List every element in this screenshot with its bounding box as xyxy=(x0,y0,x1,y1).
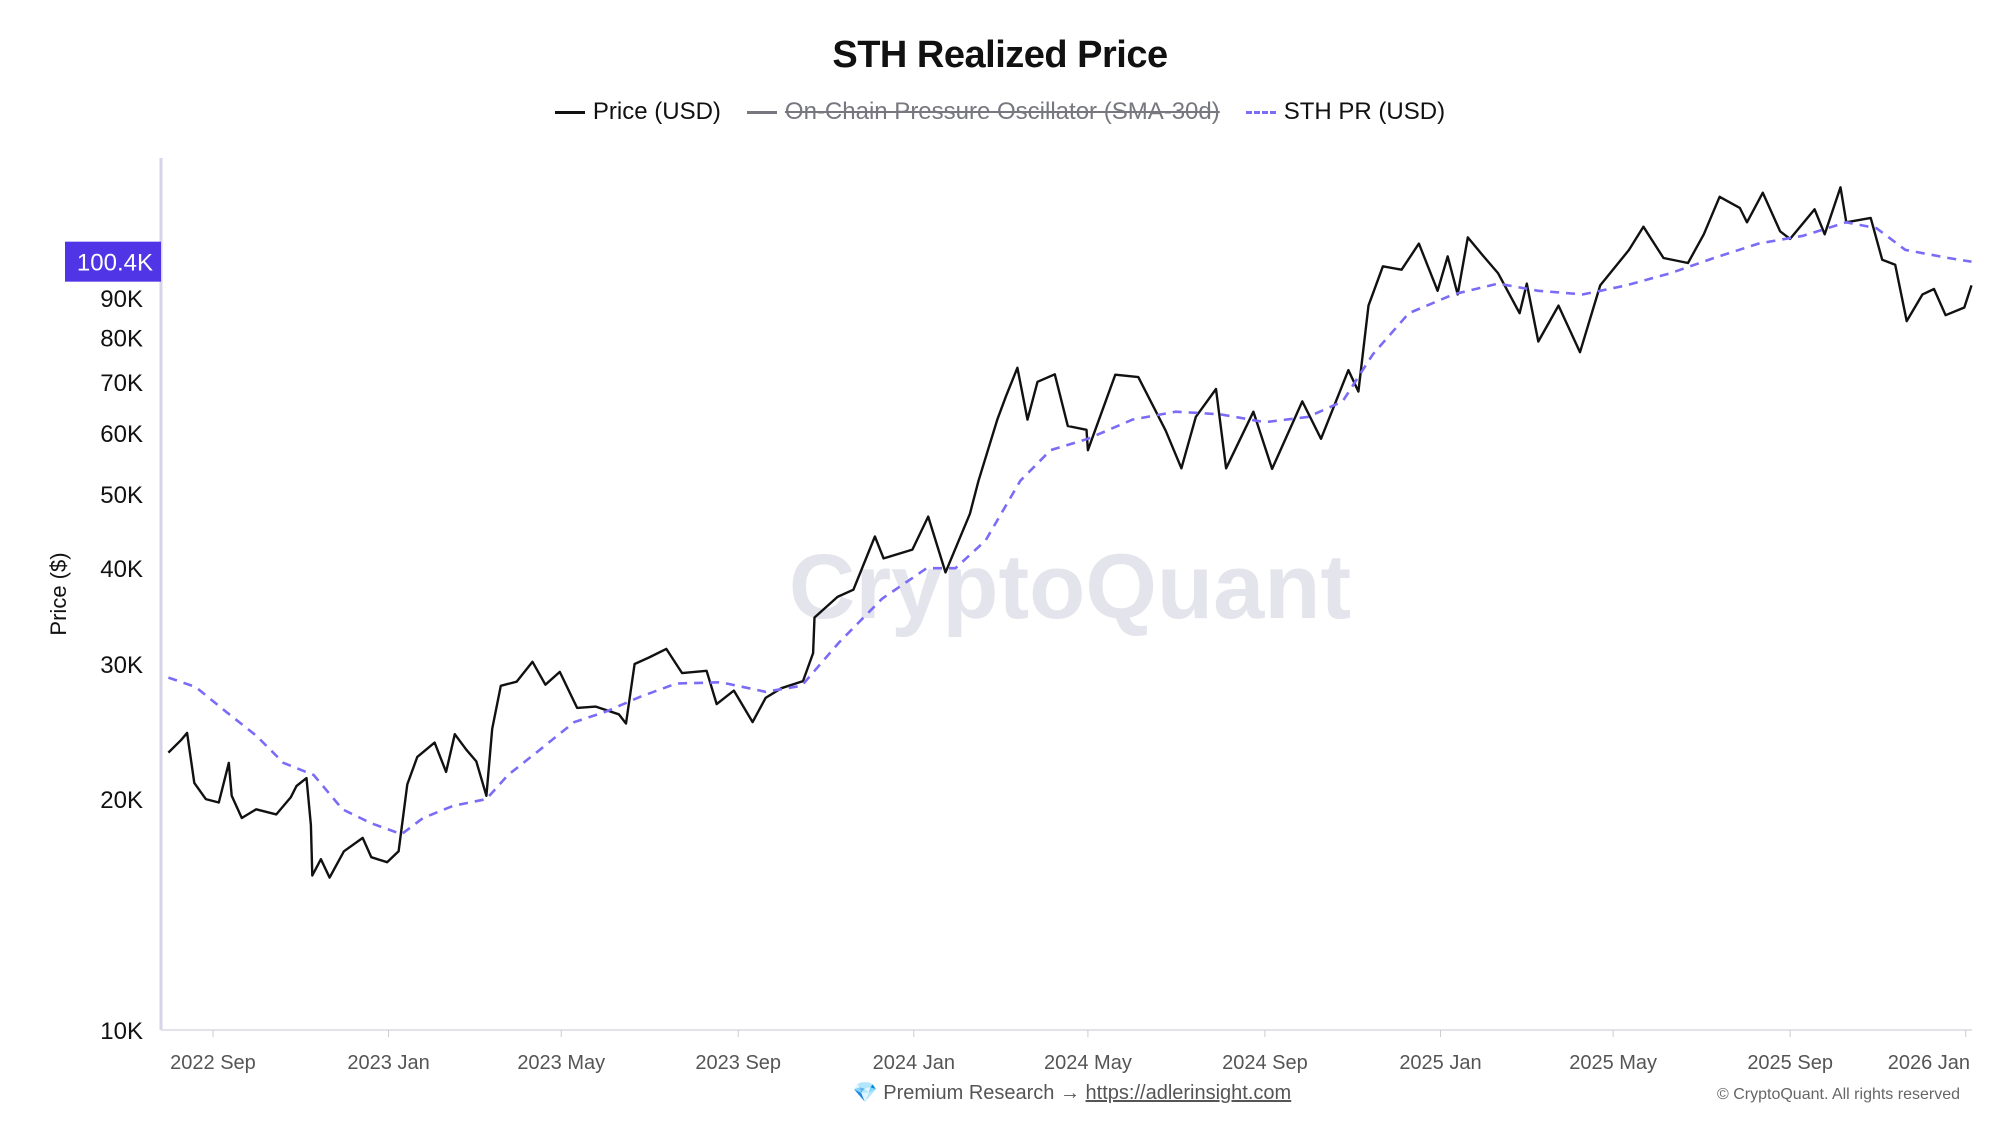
y-tick-label: 30K xyxy=(100,652,143,679)
highlight-label: 100.4K xyxy=(65,241,161,282)
legend-label-sth-pr: STH PR (USD) xyxy=(1283,98,1446,125)
x-tick-label: 2025 Sep xyxy=(1747,1052,1833,1074)
legend-label-oscillator: On-Chain Pressure Oscillator (SMA-30d) xyxy=(784,98,1220,125)
legend-item-price[interactable]: Price (USD) xyxy=(554,98,721,126)
y-tick-label: 10K xyxy=(100,1018,143,1045)
x-tick-label: 2024 May xyxy=(1044,1052,1132,1074)
series-line-price xyxy=(167,186,1973,879)
y-tick-label: 60K xyxy=(100,421,143,448)
legend: Price (USD) On-Chain Pressure Oscillator… xyxy=(0,98,2000,126)
legend-item-oscillator[interactable]: On-Chain Pressure Oscillator (SMA-30d) xyxy=(746,98,1220,126)
x-tick-label: 2022 Sep xyxy=(170,1052,256,1074)
x-tick-label: 2023 May xyxy=(517,1052,605,1074)
x-tick-label: 2025 May xyxy=(1569,1052,1657,1074)
highlight-label-box xyxy=(65,241,161,282)
x-tick-label: 2023 Sep xyxy=(695,1052,781,1074)
y-tick-label: 20K xyxy=(100,787,143,814)
premium-link[interactable]: https://adlerinsight.com xyxy=(1085,1082,1292,1104)
watermark: CryptoQuant xyxy=(789,536,1351,638)
x-ticks: 2022 Sep 2023 Jan 2023 May 2023 Sep 2024 Jan… xyxy=(170,1030,1970,1074)
gem-icon: 💎 xyxy=(852,1082,878,1104)
y-ticks: 10K 20K 30K 40K 50K 60K 70K 80K 90K xyxy=(100,286,143,1045)
legend-swatch-sth-pr xyxy=(1245,110,1276,114)
y-tick-label: 40K xyxy=(100,556,143,583)
y-tick-label: 70K xyxy=(100,370,143,397)
premium-research: 💎 Premium Research → https://adlerinsigh… xyxy=(0,1080,2000,1105)
x-tick-label: 2024 Jan xyxy=(873,1052,955,1074)
x-tick-label: 2025 Jan xyxy=(1399,1052,1481,1074)
y-tick-label: 80K xyxy=(100,325,143,352)
copyright: © CryptoQuant. All rights reserved xyxy=(1717,1086,1960,1103)
x-tick-label: 2026 Jan xyxy=(1888,1052,1970,1074)
legend-item-sth-pr[interactable]: STH PR (USD) xyxy=(1245,98,1446,126)
legend-swatch-oscillator xyxy=(746,110,777,114)
highlight-label-text: 100.4K xyxy=(77,250,153,277)
legend-label-price: Price (USD) xyxy=(592,98,721,125)
x-tick-label: 2023 Jan xyxy=(347,1052,429,1074)
legend-swatch-price xyxy=(554,110,585,114)
y-tick-label: 90K xyxy=(100,286,143,313)
premium-text: Premium Research → xyxy=(883,1082,1080,1104)
y-tick-label: 50K xyxy=(100,482,143,509)
x-tick-label: 2024 Sep xyxy=(1222,1052,1308,1074)
series-line-sth-pr xyxy=(167,221,1972,836)
y-axis-label: Price ($) xyxy=(46,552,71,636)
chart-title: STH Realized Price xyxy=(832,34,1168,76)
series-lines xyxy=(167,186,1973,879)
